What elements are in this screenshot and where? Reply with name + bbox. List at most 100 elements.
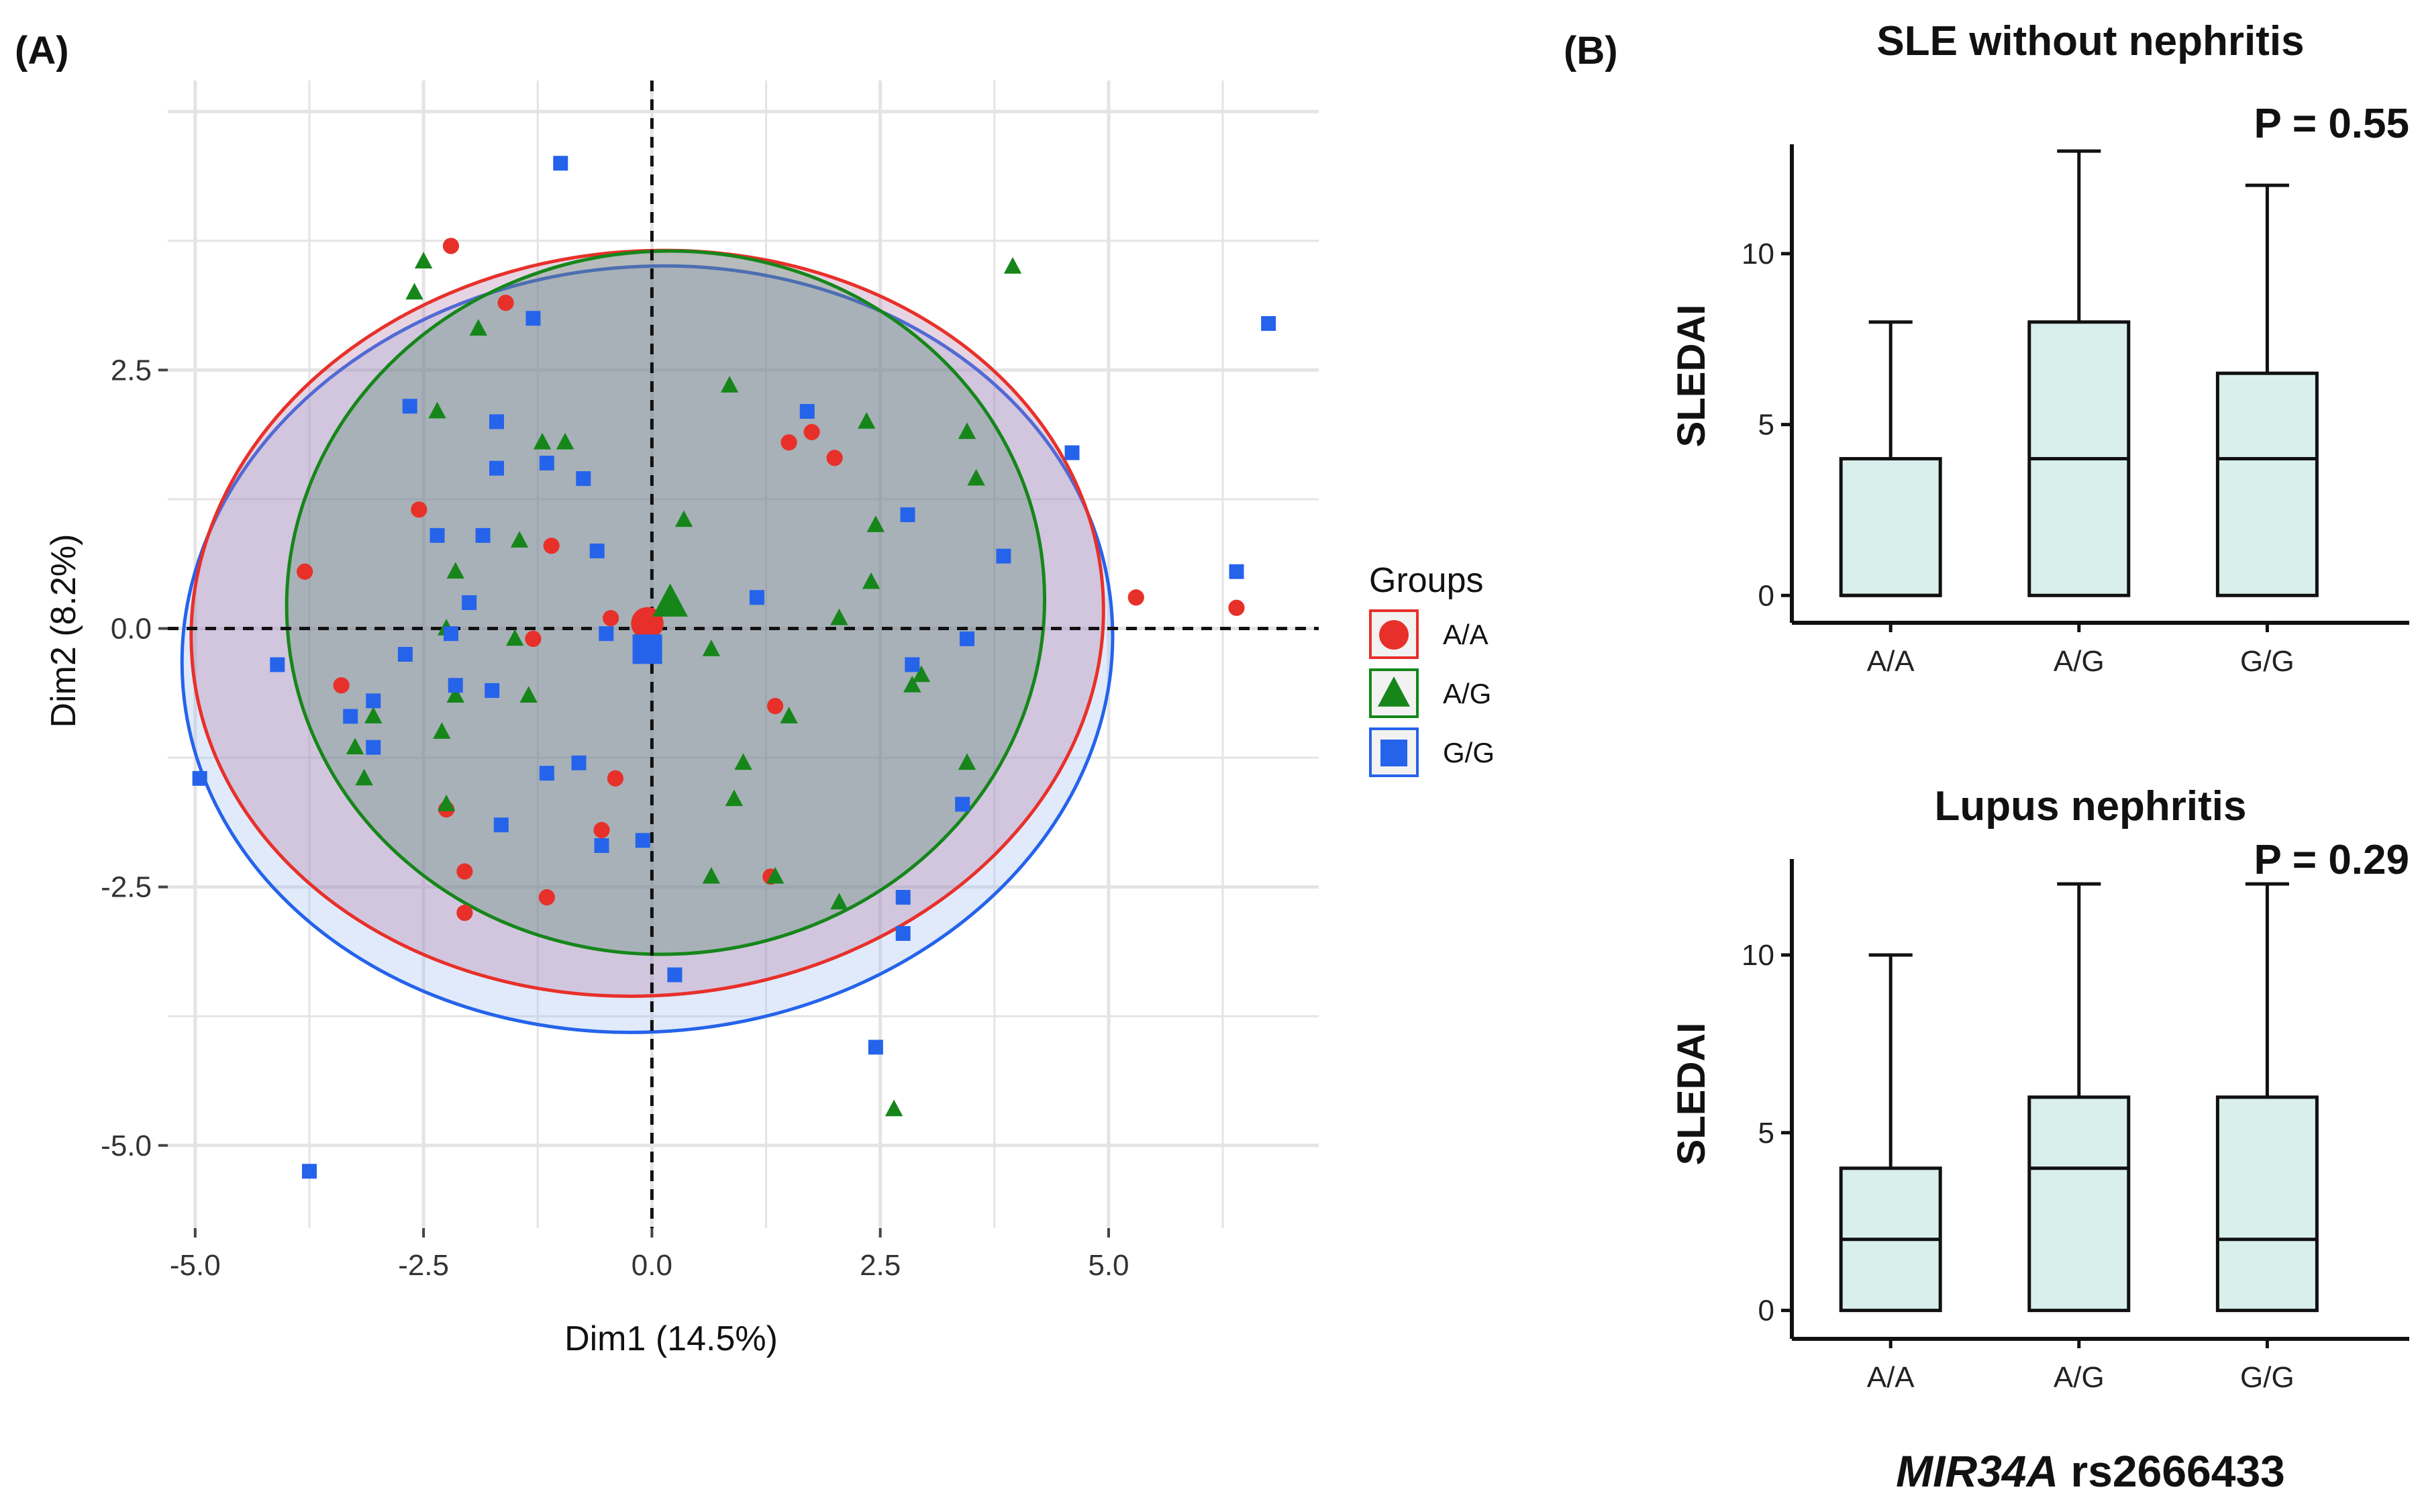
- point-ag: [346, 738, 364, 755]
- point-gg: [905, 657, 920, 672]
- point-aa: [456, 905, 473, 921]
- point-gg: [955, 797, 970, 812]
- point-gg: [749, 590, 764, 605]
- box-bottom-p-value: P = 0.29: [2254, 837, 2409, 883]
- x-tick-label: 2.5: [860, 1249, 901, 1282]
- box: [1839, 457, 1942, 597]
- centroid-ag: [652, 583, 689, 617]
- pca-legend: Groups A/A A/G G/G: [1369, 561, 1495, 777]
- y-tick-label: 2.5: [111, 354, 152, 387]
- panel-a-label: (A): [15, 29, 69, 72]
- point-ag: [885, 1099, 903, 1117]
- point-ag: [355, 768, 373, 786]
- point-ag: [780, 707, 798, 723]
- x-tick-label: -5.0: [170, 1249, 221, 1282]
- pca-points: [192, 156, 1276, 1179]
- point-gg: [430, 527, 445, 543]
- point-gg: [635, 833, 650, 848]
- x-tick-label: 5.0: [1088, 1249, 1129, 1282]
- point-gg: [868, 1040, 883, 1055]
- x-tick-label: G/G: [2240, 1361, 2295, 1394]
- legend-key-square: [1380, 740, 1407, 766]
- point-gg: [539, 456, 554, 470]
- point-aa: [1127, 589, 1144, 606]
- box-bottom-title: Lupus nephritis: [1935, 783, 2247, 829]
- point-ag: [702, 639, 721, 656]
- point-gg: [1064, 445, 1080, 460]
- point-ag: [364, 707, 383, 723]
- point-gg: [397, 647, 413, 662]
- point-ag: [428, 401, 446, 419]
- pca-tick-labels: -5.0 -2.5 0.0 2.5 5.0 -5.0 -2.5 0.0 2.5: [101, 354, 1129, 1282]
- point-gg: [525, 311, 541, 326]
- point-aa: [780, 434, 797, 451]
- pca-y-axis-label: Dim2 (8.2%): [44, 534, 83, 728]
- point-gg: [192, 770, 207, 786]
- legend-key-circle: [1379, 620, 1409, 650]
- point-ag: [506, 629, 524, 646]
- point-gg: [571, 755, 587, 770]
- x-tick-label: A/A: [1867, 1361, 1915, 1394]
- y-tick-label: 0: [1758, 579, 1774, 612]
- point-gg: [448, 678, 463, 693]
- point-gg: [895, 890, 911, 905]
- point-ag: [405, 283, 423, 300]
- point-aa: [607, 770, 624, 787]
- legend-label: G/G: [1443, 737, 1495, 768]
- point-aa: [803, 423, 820, 440]
- point-ag: [725, 789, 744, 807]
- box: [2215, 371, 2319, 597]
- point-gg: [443, 626, 458, 642]
- point-ag: [866, 515, 885, 532]
- box: [2027, 1095, 2131, 1313]
- y-tick-label: 0: [1758, 1295, 1774, 1327]
- point-aa: [543, 538, 560, 554]
- x-tick-label: A/G: [2054, 1361, 2105, 1394]
- footer-snp: rs2666433: [2058, 1446, 2285, 1496]
- point-aa: [411, 501, 427, 518]
- y-tick-label: 5: [1758, 409, 1774, 442]
- point-gg: [1261, 316, 1276, 332]
- point-gg: [270, 657, 285, 672]
- y-tick-label: -2.5: [101, 871, 152, 904]
- point-ag: [958, 753, 976, 770]
- y-tick-label: -5.0: [101, 1129, 152, 1162]
- point-gg: [485, 683, 500, 698]
- y-tick-label: 10: [1742, 939, 1774, 972]
- box-top-title: SLE without nephritis: [1876, 18, 2304, 64]
- point-ag: [446, 562, 464, 579]
- box-plot-top: 0 5 10 A/A A/G G/G: [1742, 144, 2409, 678]
- point-gg: [475, 527, 491, 543]
- point-ag: [858, 412, 876, 429]
- point-aa: [497, 295, 514, 311]
- point-gg: [1229, 564, 1244, 579]
- x-tick-label: G/G: [2240, 645, 2295, 678]
- point-gg: [489, 414, 504, 430]
- point-gg: [799, 403, 815, 419]
- point-aa: [603, 609, 619, 627]
- point-ag: [830, 893, 848, 910]
- point-gg: [996, 548, 1011, 564]
- point-ag: [510, 531, 529, 548]
- box-bottom-y-label: SLEDAI: [1670, 1023, 1713, 1166]
- point-gg: [599, 626, 614, 642]
- panel-a: (A) -5.0 -2.5 0.0 2.5 5.0 -5.0 -2.5 0.0 2.5 Dim1…: [15, 29, 1495, 1358]
- legend-key-triangle: [1378, 676, 1410, 707]
- point-gg: [493, 817, 509, 833]
- point-aa: [1228, 599, 1245, 616]
- point-ag: [862, 572, 880, 589]
- point-gg: [895, 925, 911, 941]
- legend-label: A/A: [1443, 619, 1489, 650]
- point-aa: [593, 821, 610, 838]
- point-ag: [734, 753, 752, 770]
- x-tick-label: -2.5: [398, 1249, 449, 1282]
- point-gg: [539, 766, 554, 781]
- point-ag: [720, 376, 739, 393]
- point-gg: [462, 595, 477, 610]
- x-tick-label: A/G: [2054, 645, 2105, 678]
- point-gg: [959, 631, 974, 646]
- legend-title: Groups: [1369, 561, 1484, 600]
- point-gg: [900, 507, 915, 523]
- point-aa: [333, 677, 350, 694]
